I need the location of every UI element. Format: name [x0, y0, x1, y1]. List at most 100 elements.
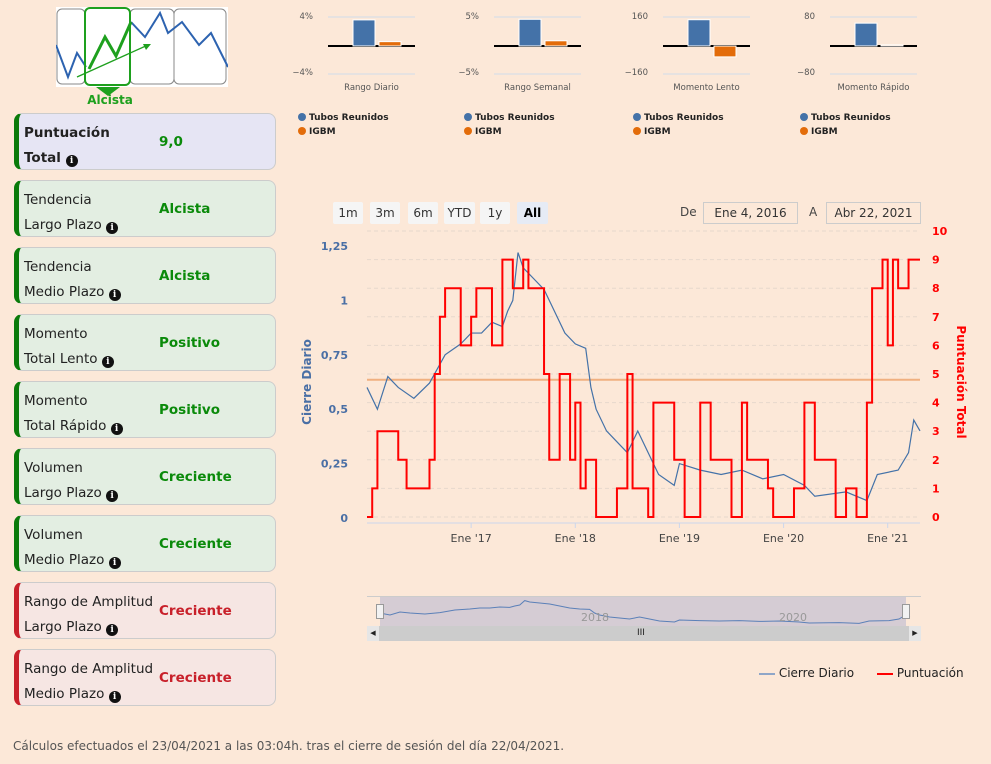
mini-ymax: 160	[631, 12, 648, 22]
mini-legend-index[interactable]: IGBM	[633, 127, 671, 137]
card-value: 9,0	[159, 134, 183, 150]
mini-bar[interactable]	[713, 45, 737, 58]
to-date-input[interactable]: Abr 22, 2021	[826, 202, 921, 224]
y2-tick-label: 8	[932, 282, 940, 295]
mini-ymin: −4%	[292, 68, 313, 78]
card-label: Tendencia Largo Plazo i	[24, 188, 119, 238]
mini-ymin: −160	[624, 68, 648, 78]
info-icon[interactable]: i	[106, 624, 119, 636]
card-label: Tendencia Medio Plazo i	[24, 255, 121, 305]
indicator-card: Tendencia Largo Plazo i Alcista	[14, 180, 276, 237]
info-icon[interactable]: i	[108, 691, 121, 703]
mini-bar-chart: 4% −4% Rango Diario Tubos Reunidos IGBM	[290, 8, 440, 148]
mini-ymax: 80	[804, 12, 815, 22]
range-button-1y[interactable]: 1y	[480, 202, 510, 224]
mini-legend-index[interactable]: IGBM	[464, 127, 502, 137]
y2-axis-title: Puntuación Total	[954, 325, 968, 438]
info-icon[interactable]: i	[110, 423, 123, 435]
info-icon[interactable]: i	[108, 289, 121, 301]
info-icon[interactable]: i	[101, 356, 114, 368]
mini-bar[interactable]	[518, 18, 542, 47]
mini-title: Momento Lento	[673, 83, 740, 93]
card-label: Puntuación Total i	[24, 121, 110, 171]
info-icon[interactable]: i	[65, 155, 78, 167]
mini-bar[interactable]	[687, 19, 711, 47]
y2-tick-label: 7	[932, 311, 940, 324]
y-tick-label: 1	[340, 294, 348, 307]
navigator-right-handle[interactable]	[902, 604, 910, 619]
scrollbar[interactable]: ◀ III ▶	[367, 626, 921, 641]
card-label-line1: Volumen	[24, 527, 83, 543]
card-label-line1: Momento	[24, 393, 88, 409]
card-label-line1: Puntuación	[24, 125, 110, 141]
x-tick-label: Ene '20	[763, 532, 804, 545]
navigator-label: 2018	[581, 611, 609, 624]
info-icon[interactable]: i	[106, 222, 119, 234]
mini-legend-index[interactable]: IGBM	[800, 127, 838, 137]
range-button-1m[interactable]: 1m	[333, 202, 363, 224]
card-label-line1: Rango de Amplitud	[24, 661, 154, 677]
navigator-left-handle[interactable]	[376, 604, 384, 619]
card-value: Creciente	[159, 603, 232, 619]
scroll-thumb-grip[interactable]: III	[637, 628, 645, 638]
card-label-line2: Largo Plazo	[24, 485, 102, 501]
card-value: Positivo	[159, 402, 220, 418]
mini-bar[interactable]	[378, 41, 402, 47]
navigator[interactable]: 2018 2020	[367, 596, 921, 627]
navigator-selection[interactable]	[380, 597, 906, 627]
footer-note: Cálculos efectuados el 23/04/2021 a las …	[13, 739, 565, 753]
card-value: Positivo	[159, 335, 220, 351]
x-tick-label: Ene '17	[451, 532, 492, 545]
mini-ymin: −80	[797, 68, 815, 78]
indicator-card: Rango de Amplitud Largo Plazo i Creciente	[14, 582, 276, 639]
mini-bar-chart: 80 −80 Momento Rápido Tubos Reunidos IGB…	[792, 8, 942, 148]
mini-legend-stock[interactable]: Tubos Reunidos	[298, 113, 389, 123]
y-tick-label: 0,25	[321, 458, 348, 471]
mini-bar-chart: 5% −5% Rango Semanal Tubos Reunidos IGBM	[456, 8, 606, 148]
mini-legend-stock[interactable]: Tubos Reunidos	[800, 113, 891, 123]
indicator-card: Volumen Largo Plazo i Creciente	[14, 448, 276, 505]
y2-tick-label: 2	[932, 454, 940, 467]
y-tick-label: 0	[340, 512, 348, 525]
mini-bar[interactable]	[854, 22, 878, 47]
card-label: Momento Total Rápido i	[24, 389, 123, 439]
card-value: Creciente	[159, 670, 232, 686]
mini-legend-stock[interactable]: Tubos Reunidos	[633, 113, 724, 123]
card-label: Volumen Largo Plazo i	[24, 456, 119, 506]
trend-chart-icon	[55, 7, 229, 87]
from-date-input[interactable]: Ene 4, 2016	[703, 202, 798, 224]
y2-tick-label: 3	[932, 425, 940, 438]
card-label: Momento Total Lento i	[24, 322, 114, 372]
x-tick-label: Ene '18	[555, 532, 596, 545]
navigator-label: 2020	[779, 611, 807, 624]
range-button-3m[interactable]: 3m	[370, 202, 400, 224]
card-label-line1: Volumen	[24, 460, 83, 476]
mini-legend-index[interactable]: IGBM	[298, 127, 336, 137]
info-icon[interactable]: i	[106, 490, 119, 502]
card-label-line2: Total Rápido	[24, 418, 107, 434]
scroll-right-arrow[interactable]: ▶	[909, 626, 921, 641]
y-tick-label: 0,75	[321, 349, 348, 362]
card-label-line2: Medio Plazo	[24, 552, 105, 568]
mini-plot	[328, 16, 415, 75]
info-icon[interactable]: i	[108, 557, 121, 569]
mini-legend-stock[interactable]: Tubos Reunidos	[464, 113, 555, 123]
card-label-line2: Medio Plazo	[24, 686, 105, 702]
legend-stock[interactable]: Cierre Diario	[759, 666, 854, 680]
y2-tick-label: 10	[932, 225, 948, 238]
navigator-series	[379, 600, 911, 624]
scroll-left-arrow[interactable]: ◀	[367, 626, 379, 641]
legend-line-icon	[759, 672, 775, 675]
mini-bar[interactable]	[880, 44, 904, 47]
card-label-line2: Medio Plazo	[24, 284, 105, 300]
range-button-all[interactable]: All	[517, 202, 548, 224]
mini-ymin: −5%	[458, 68, 479, 78]
card-label-line1: Tendencia	[24, 259, 92, 275]
legend-score[interactable]: Puntuación	[877, 666, 964, 680]
range-button-6m[interactable]: 6m	[408, 202, 438, 224]
mini-bar[interactable]	[352, 19, 376, 47]
range-button-ytd[interactable]: YTD	[444, 202, 475, 224]
mini-bar[interactable]	[544, 40, 568, 47]
y2-tick-label: 6	[932, 339, 940, 352]
mini-ymax: 4%	[299, 12, 314, 22]
